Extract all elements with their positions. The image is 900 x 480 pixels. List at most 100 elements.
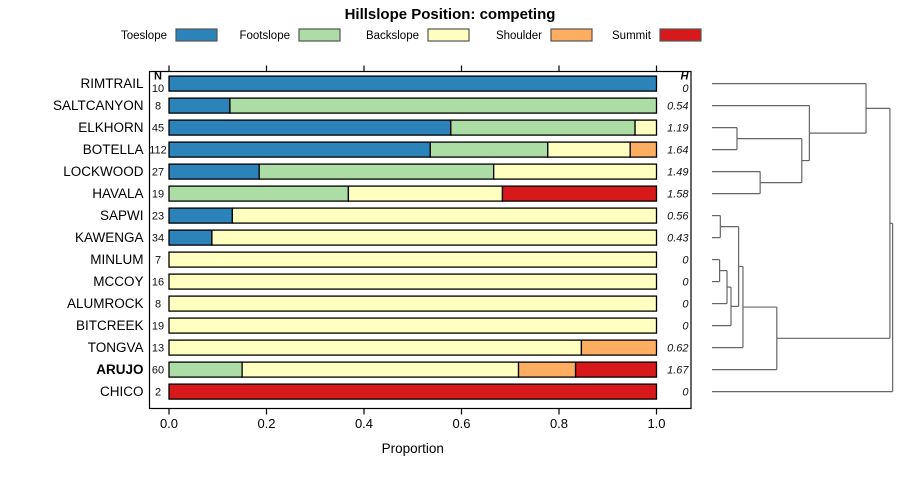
bar-segment-footslope-elkhorn [450,119,636,136]
h-value: 0 [682,299,689,311]
legend-item-toeslope: Toeslope [121,28,218,42]
row-label-arujo: ARUJO [96,362,143,377]
h-value: 1.64 [667,145,688,157]
bar-segment-backslope-botella [547,141,631,158]
bar-segment-shoulder-tongva [580,339,658,356]
h-value: 1.19 [667,123,688,135]
legend-swatch-footslope [298,28,341,42]
n-value: 19 [152,189,164,201]
x-tick-label: 0.6 [452,416,470,431]
x-tick-label: 0.2 [257,416,275,431]
bar-segment-backslope-bitcreek [168,317,658,334]
plot-box [148,70,692,410]
bar-segment-footslope-lockwood [258,163,495,180]
bar-segment-summit-havala [501,185,658,202]
n-value: 112 [149,145,167,157]
bar-segment-summit-chico [168,383,658,400]
x-tick-label: 0.4 [355,416,373,431]
row-label-bitcreek: BITCREEK [76,318,144,333]
bar-segment-backslope-arujo [241,361,520,378]
legend-item-summit: Summit [612,28,702,42]
bar-segment-toeslope-elkhorn [168,119,452,136]
n-value: 27 [152,167,164,179]
bar-segment-backslope-lockwood [493,163,658,180]
row-label-elkhorn: ELKHORN [78,120,143,135]
h-value: 0.54 [667,101,688,113]
legend-swatch-shoulder [550,28,593,42]
n-value: 34 [152,233,164,245]
bar-segment-backslope-elkhorn [634,119,658,136]
row-label-havala: HAVALA [92,186,143,201]
h-value: 0.43 [667,233,689,245]
h-value: 1.49 [667,167,688,179]
bar-segment-toeslope-rimtrail [168,75,658,92]
bar-segment-footslope-havala [168,185,350,202]
legend-swatch-summit [659,28,702,42]
legend-label: Backslope [366,30,419,42]
row-label-chico: CHICO [100,384,144,399]
h-value: 0.56 [667,211,689,223]
row-label-botella: BOTELLA [83,142,144,157]
bar-segment-shoulder-arujo [517,361,577,378]
chart-title: Hillslope Position: competing [345,6,556,23]
h-value: 0 [682,277,689,289]
legend-item-footslope: Footslope [239,28,341,42]
h-value: 0 [682,387,689,399]
h-value: 0 [682,83,689,95]
n-value: 10 [152,83,164,95]
h-value: 1.67 [667,365,689,377]
x-tick-label: 1.0 [647,416,665,431]
legend-label: Shoulder [496,30,542,42]
row-label-lockwood: LOCKWOOD [63,164,144,179]
bar-segment-toeslope-sapwi [168,207,234,224]
n-value: 45 [152,123,164,135]
x-tick-label: 0.8 [550,416,568,431]
row-label-kawenga: KAWENGA [75,230,144,245]
row-label-minlum: MINLUM [90,252,143,267]
n-value: 7 [155,255,161,267]
n-value: 8 [155,101,161,113]
bar-segment-backslope-minlum [168,251,658,268]
bar-segment-backslope-alumrock [168,295,658,312]
row-label-rimtrail: RIMTRAIL [80,76,143,91]
n-value: 2 [155,387,161,399]
x-axis-label: Proportion [382,441,444,456]
row-label-mccoy: MCCOY [93,274,143,289]
h-value: 0.62 [667,343,688,355]
h-value: 0 [682,321,689,333]
bar-segment-toeslope-kawenga [168,229,213,246]
bar-segment-shoulder-botella [629,141,658,158]
bar-segment-toeslope-saltcanyon [168,97,231,114]
legend-label: Footslope [239,30,290,42]
bar-segment-footslope-saltcanyon [229,97,658,114]
row-label-saltcanyon: SALTCANYON [53,98,144,113]
bar-segment-toeslope-lockwood [168,163,260,180]
n-column-header: N [154,71,162,83]
legend-item-backslope: Backslope [366,28,470,42]
h-value: 1.58 [667,189,689,201]
bar-segment-toeslope-botella [168,141,431,158]
n-value: 19 [152,321,164,333]
x-tick-label: 0.0 [160,416,178,431]
n-value: 60 [152,365,164,377]
n-value: 8 [155,299,161,311]
n-value: 16 [152,277,164,289]
h-value: 0 [682,255,689,267]
legend-label: Summit [612,30,652,42]
bar-segment-backslope-havala [347,185,504,202]
n-value: 23 [152,211,164,223]
row-label-tongva: TONGVA [88,340,144,355]
bar-segment-backslope-sapwi [231,207,658,224]
legend-item-shoulder: Shoulder [496,28,593,42]
legend-swatch-backslope [427,28,470,42]
h-column-header: H [681,71,690,83]
row-label-sapwi: SAPWI [100,208,144,223]
bar-segment-summit-arujo [574,361,658,378]
n-value: 13 [152,343,164,355]
legend-label: Toeslope [121,30,167,42]
legend-swatch-toeslope [175,28,218,42]
bar-segment-backslope-kawenga [211,229,658,246]
bar-segment-footslope-arujo [168,361,243,378]
